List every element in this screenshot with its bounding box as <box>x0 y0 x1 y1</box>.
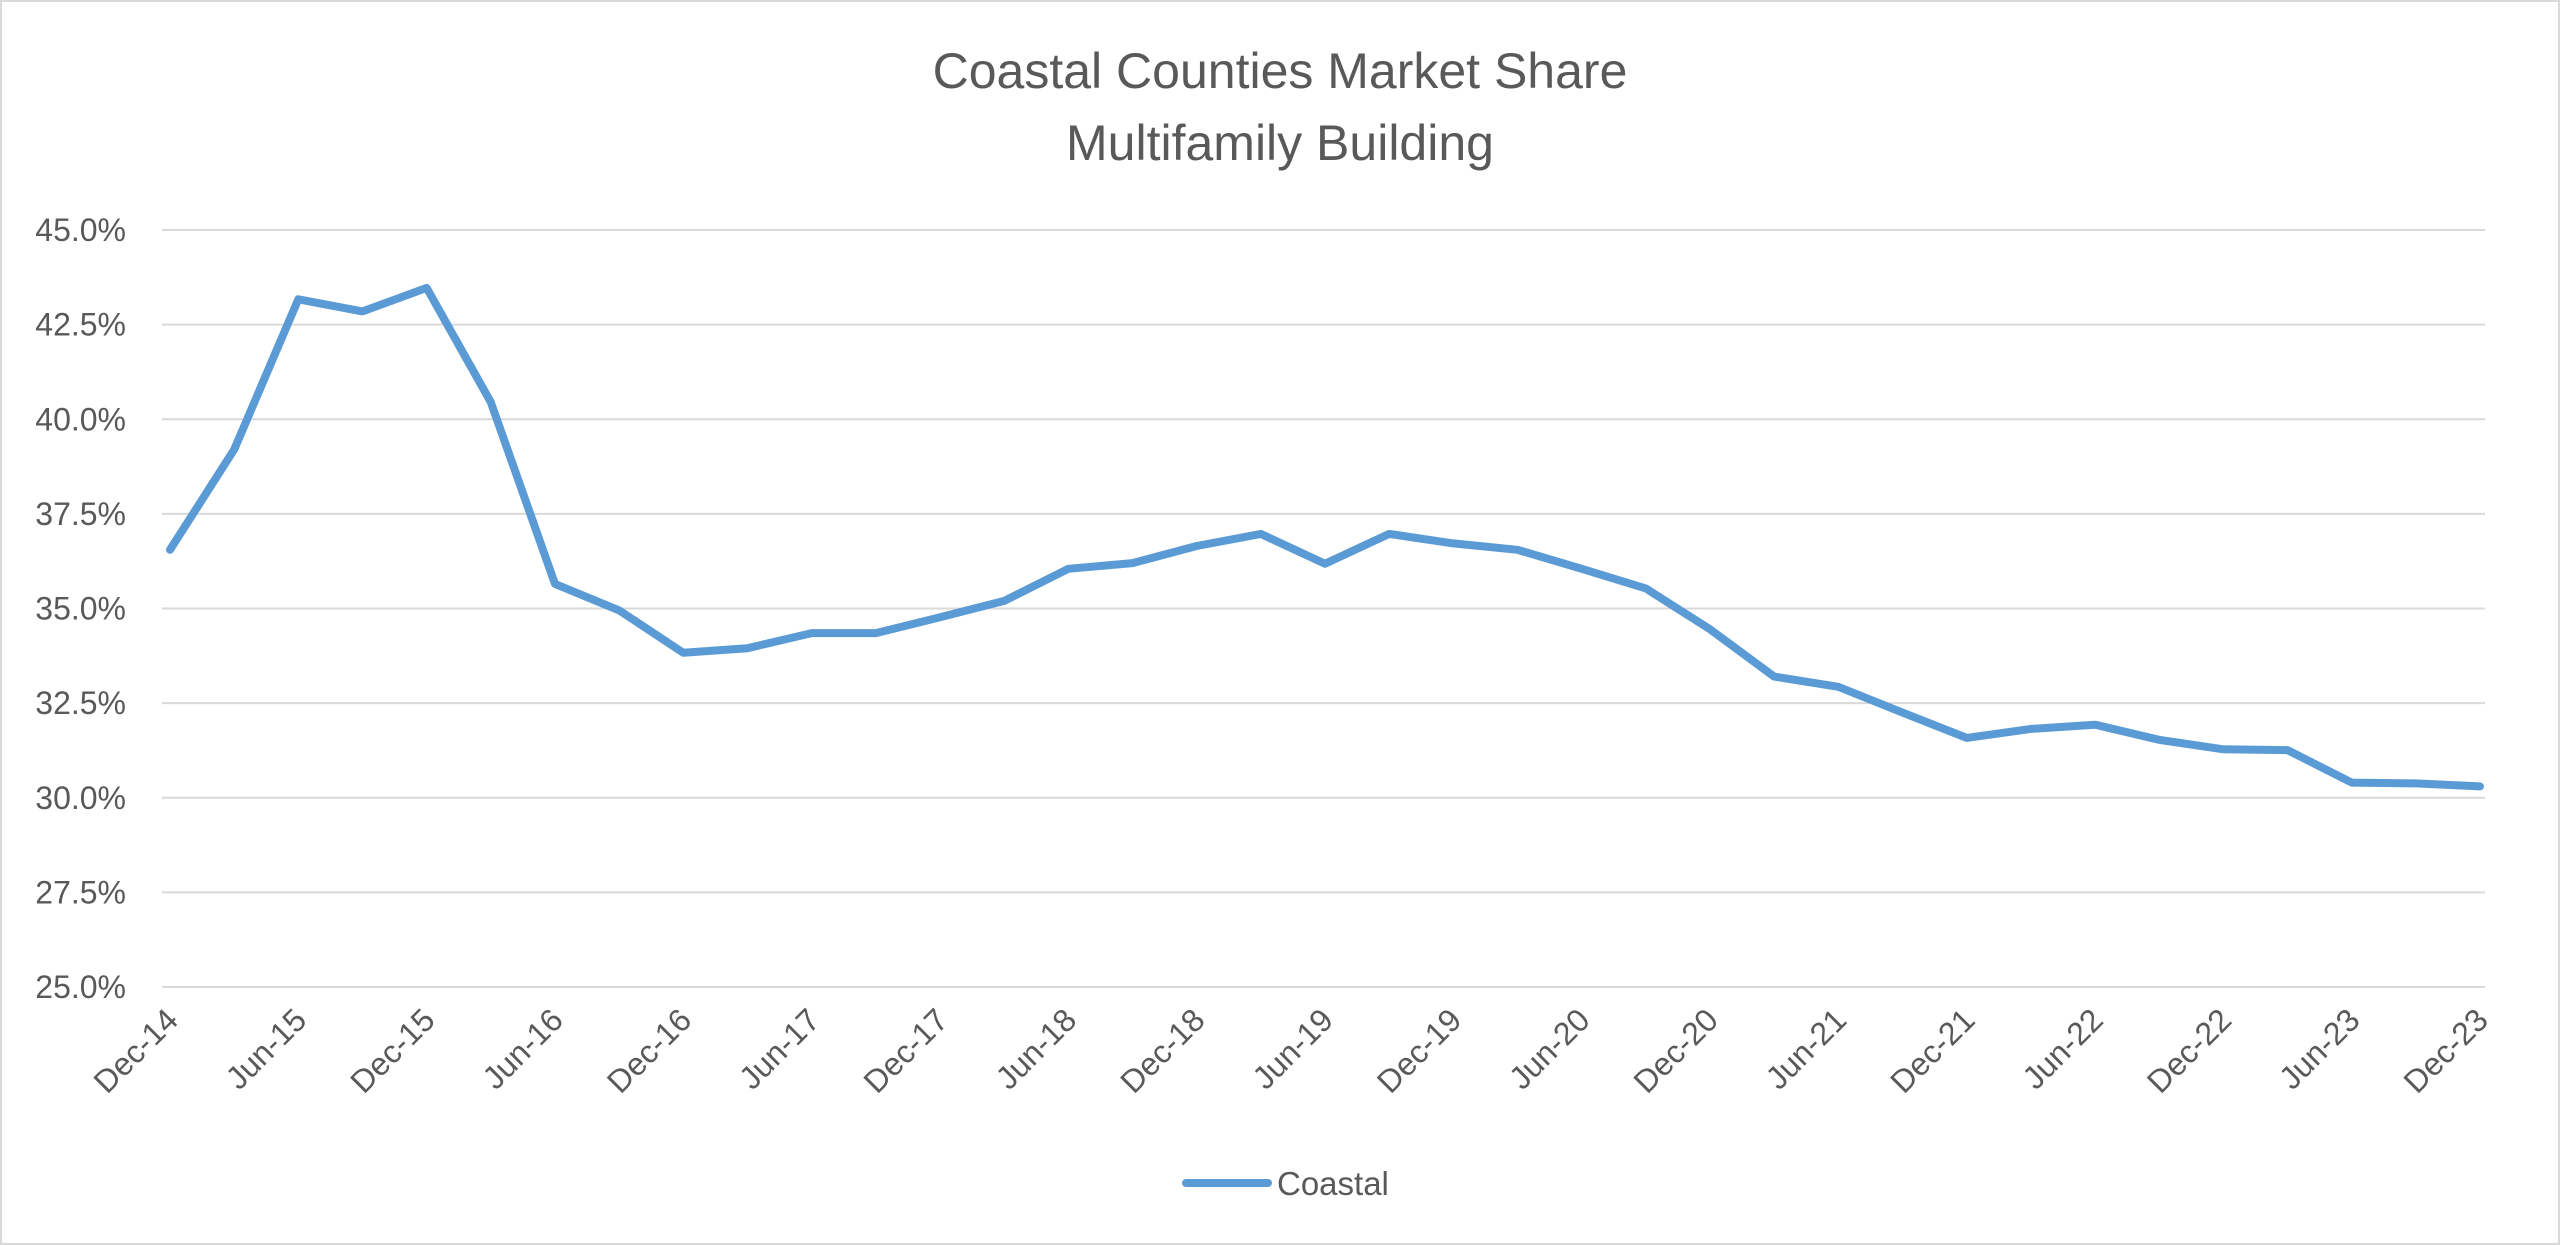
data-point <box>1517 549 1518 551</box>
x-axis: Dec-14 Jun-15 Dec-15 Jun-16 Dec-16 Jun-17 Dec-… <box>87 1001 2495 1099</box>
data-point <box>1902 712 1903 714</box>
x-tick-label: Jun-15 <box>219 1001 314 1096</box>
y-axis: 25.0% 27.5% 30.0% 32.5% 35.0% 37.5% 40.0% 42.5%… <box>35 212 126 1005</box>
y-tick-label: 42.5% <box>35 307 126 343</box>
x-tick-label: Dec-17 <box>857 1001 955 1099</box>
y-tick-label: 27.5% <box>35 874 126 910</box>
x-tick-label: Jun-17 <box>732 1001 827 1096</box>
x-tick-label: Dec-22 <box>2140 1001 2238 1099</box>
data-point <box>1452 542 1454 544</box>
data-point <box>490 401 492 403</box>
y-tick-label: 37.5% <box>35 496 126 532</box>
data-point <box>1132 562 1133 564</box>
x-tick-label: Dec-21 <box>1883 1001 1981 1099</box>
x-tick-label: Dec-18 <box>1113 1001 1211 1099</box>
x-tick-label: Jun-18 <box>989 1001 1084 1096</box>
y-tick-label: 30.0% <box>35 780 126 816</box>
x-tick-label: Dec-23 <box>2397 1001 2495 1099</box>
data-point <box>2158 739 2160 741</box>
data-point <box>682 652 684 654</box>
y-tick-label: 35.0% <box>35 591 126 627</box>
x-tick-label: Jun-20 <box>1502 1001 1597 1096</box>
data-point <box>1709 628 1711 630</box>
y-tick-label: 45.0% <box>35 212 126 248</box>
plot-area <box>166 283 2484 791</box>
data-point <box>1645 587 1647 589</box>
data-point <box>1837 686 1839 688</box>
x-tick-label: Dec-19 <box>1370 1001 1468 1099</box>
legend-label-coastal: Coastal <box>1277 1165 1389 1202</box>
legend: Coastal <box>1182 1165 1389 1202</box>
data-point <box>2287 749 2288 751</box>
data-point <box>1003 600 1005 602</box>
y-tick-label: 25.0% <box>35 969 126 1005</box>
data-point <box>1388 533 1390 535</box>
data-point <box>426 287 428 289</box>
data-point <box>362 310 363 312</box>
x-tick-label: Dec-20 <box>1627 1001 1725 1099</box>
data-point <box>233 449 235 451</box>
data-point <box>1324 563 1326 565</box>
data-point <box>811 632 813 634</box>
gridlines <box>162 229 2485 988</box>
data-point <box>2351 782 2353 784</box>
data-point <box>1581 568 1583 570</box>
data-point <box>2415 782 2417 784</box>
data-point <box>1260 533 1262 535</box>
x-tick-label: Jun-16 <box>475 1001 570 1096</box>
x-tick-label: Jun-23 <box>2272 1001 2367 1096</box>
data-point <box>1773 676 1775 678</box>
x-tick-label: Dec-15 <box>343 1001 441 1099</box>
data-point <box>2094 724 2096 726</box>
x-tick-label: Jun-19 <box>1245 1001 1340 1096</box>
x-tick-label: Jun-22 <box>2015 1001 2110 1096</box>
x-tick-label: Jun-21 <box>1759 1001 1854 1096</box>
data-point <box>169 549 171 551</box>
data-point <box>875 632 877 634</box>
data-point <box>1196 545 1198 547</box>
data-point <box>2479 785 2481 787</box>
chart-subtitle: Multifamily Building <box>1066 115 1494 171</box>
data-point <box>2030 728 2032 730</box>
data-point <box>618 609 620 611</box>
x-tick-label: Dec-14 <box>87 1001 185 1099</box>
data-point <box>2222 748 2224 750</box>
chart-title: Coastal Counties Market Share <box>933 43 1628 99</box>
data-point <box>747 647 748 649</box>
y-tick-label: 40.0% <box>35 401 126 437</box>
data-point <box>1966 737 1968 739</box>
x-tick-label: Dec-16 <box>600 1001 698 1099</box>
data-point <box>554 583 556 585</box>
data-point <box>1067 568 1069 570</box>
series-line-coastal <box>166 283 2484 791</box>
data-point <box>297 298 299 300</box>
data-point <box>939 616 941 618</box>
y-tick-label: 32.5% <box>35 685 126 721</box>
